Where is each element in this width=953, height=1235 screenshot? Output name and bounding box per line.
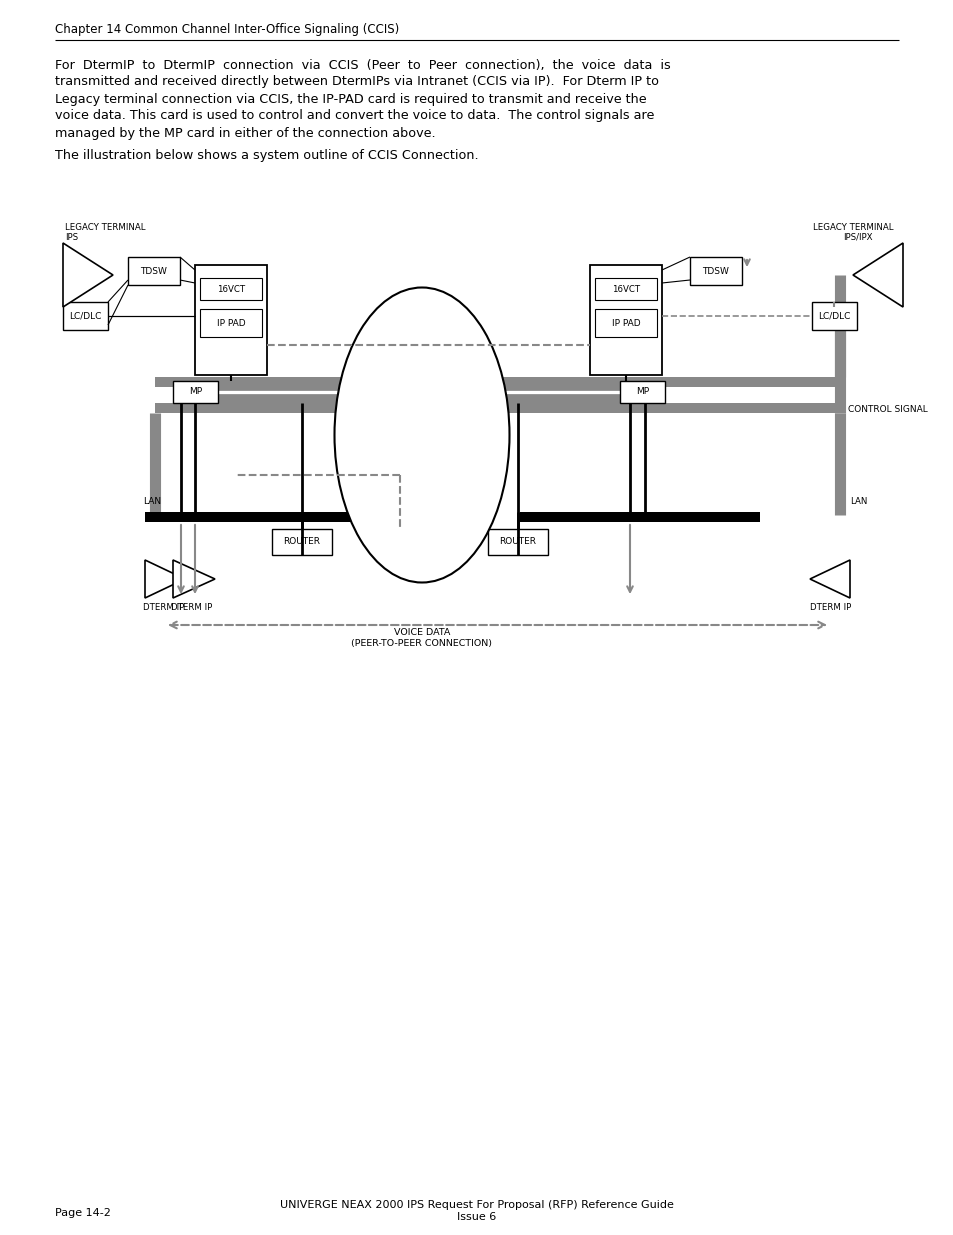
Text: voice data. This card is used to control and convert the voice to data.  The con: voice data. This card is used to control… <box>55 110 654 122</box>
Text: IPS/IPX: IPS/IPX <box>842 232 872 242</box>
Polygon shape <box>172 559 214 598</box>
Text: Legacy terminal connection via CCIS, the IP-PAD card is required to transmit and: Legacy terminal connection via CCIS, the… <box>55 93 646 105</box>
Polygon shape <box>852 243 902 308</box>
Bar <box>172 382 218 403</box>
Text: The illustration below shows a system outline of CCIS Connection.: The illustration below shows a system ou… <box>55 148 478 162</box>
Text: TDSW: TDSW <box>140 267 168 275</box>
Text: DTERM IP: DTERM IP <box>143 603 184 611</box>
Text: VOICE DATA
(PEER-TO-PEER CONNECTION): VOICE DATA (PEER-TO-PEER CONNECTION) <box>351 629 492 647</box>
Text: IP PAD: IP PAD <box>216 319 245 327</box>
Text: CONTROL SIGNAL: CONTROL SIGNAL <box>847 405 926 414</box>
Text: Page 14-2: Page 14-2 <box>55 1208 111 1218</box>
Text: IPS: IPS <box>65 232 78 242</box>
Bar <box>272 529 332 555</box>
Text: LEGACY TERMINAL: LEGACY TERMINAL <box>812 222 893 231</box>
Text: LAN: LAN <box>143 498 161 506</box>
Text: 16VCT: 16VCT <box>216 284 245 294</box>
Text: Issue 6: Issue 6 <box>456 1212 497 1221</box>
Text: managed by the MP card in either of the connection above.: managed by the MP card in either of the … <box>55 126 436 140</box>
Bar <box>619 382 664 403</box>
Bar <box>811 303 856 330</box>
Polygon shape <box>145 559 185 598</box>
Polygon shape <box>809 559 849 598</box>
Text: LAN: LAN <box>849 498 866 506</box>
Bar <box>154 403 840 412</box>
Bar <box>145 513 464 522</box>
Text: MP: MP <box>189 388 202 396</box>
Text: LC/DLC: LC/DLC <box>818 311 850 321</box>
Text: transmitted and received directly between DtermIPs via Intranet (CCIS via IP).  : transmitted and received directly betwee… <box>55 75 659 89</box>
Text: ROUTER: ROUTER <box>499 537 536 547</box>
Text: For  DtermIP  to  DtermIP  connection  via  CCIS  (Peer  to  Peer  connection), : For DtermIP to DtermIP connection via CC… <box>55 58 670 72</box>
Text: INTERNET/
INTRANET
(CCIS VIA IP): INTERNET/ INTRANET (CCIS VIA IP) <box>392 415 452 445</box>
Bar <box>595 309 657 337</box>
Polygon shape <box>63 243 112 308</box>
Text: ROUTER: ROUTER <box>283 537 320 547</box>
Text: 16VCT: 16VCT <box>611 284 639 294</box>
Bar <box>595 278 657 300</box>
Bar <box>689 257 741 285</box>
Text: VOICE DATA: VOICE DATA <box>432 332 488 342</box>
Bar <box>63 303 108 330</box>
Ellipse shape <box>335 288 509 583</box>
Text: Chapter 14 Common Channel Inter-Office Signaling (CCIS): Chapter 14 Common Channel Inter-Office S… <box>55 23 399 37</box>
Bar <box>519 513 760 522</box>
Text: IP PAD: IP PAD <box>611 319 639 327</box>
Bar <box>154 377 840 387</box>
Bar <box>589 266 661 375</box>
Text: UNIVERGE NEAX 2000 IPS Request For Proposal (RFP) Reference Guide: UNIVERGE NEAX 2000 IPS Request For Propo… <box>280 1200 673 1210</box>
Text: LEGACY TERMINAL: LEGACY TERMINAL <box>65 222 146 231</box>
Bar <box>128 257 180 285</box>
Bar <box>200 278 262 300</box>
Text: MP: MP <box>636 388 648 396</box>
Text: DTERM IP: DTERM IP <box>171 603 212 611</box>
Bar <box>488 529 547 555</box>
Text: TDSW: TDSW <box>701 267 729 275</box>
Text: DTERM IP: DTERM IP <box>809 603 850 611</box>
Bar <box>200 309 262 337</box>
Text: LC/DLC: LC/DLC <box>70 311 102 321</box>
Bar <box>194 266 267 375</box>
